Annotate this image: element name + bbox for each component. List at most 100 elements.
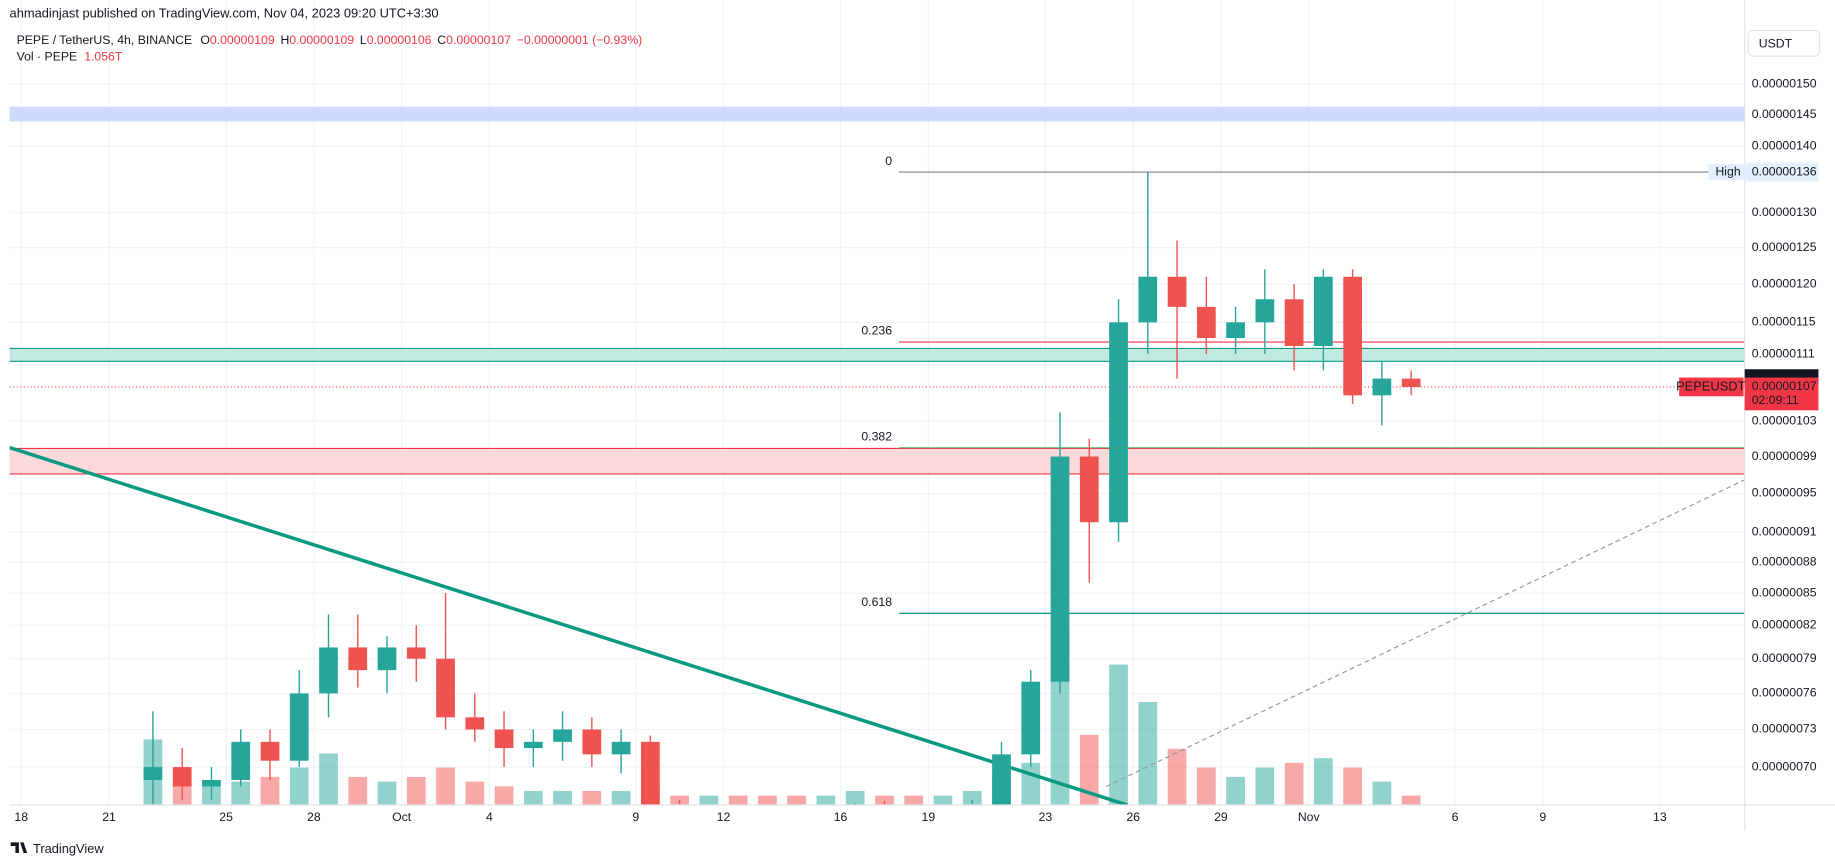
currency-label[interactable]: USDT <box>1759 37 1793 51</box>
x-tick-label: 9 <box>632 810 639 824</box>
volume-line: Vol · PEPE 1.056T <box>17 50 123 64</box>
candle-body <box>523 741 543 749</box>
volume-bar <box>1167 748 1187 805</box>
y-tick-label: 0.00000125 <box>1752 240 1817 254</box>
volume-bar <box>582 790 602 805</box>
volume-bar <box>904 795 924 805</box>
symbol: PEPE / TetherUS, 4h, BINANCE <box>17 33 193 47</box>
candle-body <box>465 717 485 730</box>
x-tick-label: Nov <box>1298 810 1321 824</box>
y-tick-label: 0.00000070 <box>1752 759 1817 773</box>
brand-name: TradingView <box>33 841 104 856</box>
volume-bar <box>1401 795 1421 805</box>
candle-body <box>289 693 309 761</box>
volume-bar <box>1138 702 1158 805</box>
volume-bar <box>436 767 455 805</box>
x-tick-label: 26 <box>1126 810 1140 824</box>
close-value: 0.00000107 <box>446 33 511 47</box>
volume-bar <box>1021 762 1041 805</box>
candle-body <box>260 741 280 761</box>
candle-body <box>1050 456 1070 682</box>
x-tick-label: 13 <box>1653 810 1667 824</box>
x-tick-label: 23 <box>1039 810 1053 824</box>
volume-bar <box>1284 762 1304 805</box>
y-tick-label: 0.00000111 <box>1752 346 1815 360</box>
volume-value: 1.056T <box>84 50 123 64</box>
candle-body <box>319 647 338 694</box>
candle-body <box>1343 276 1362 396</box>
x-tick-label: 18 <box>14 810 28 824</box>
zone <box>9 348 1745 362</box>
x-tick-label: 28 <box>307 810 321 824</box>
candle-body <box>1079 456 1099 523</box>
volume-bar <box>1313 758 1333 805</box>
y-tick-label: 0.00000150 <box>1752 77 1817 91</box>
volume-bar <box>465 781 485 805</box>
y-tick-label: 0.00000115 <box>1752 315 1816 329</box>
volume-bar <box>1196 767 1216 805</box>
candle-body <box>1109 322 1128 523</box>
candle-body <box>143 767 163 780</box>
volume-bar <box>933 795 953 805</box>
symbol-tag-label: PEPEUSDT <box>1676 378 1745 393</box>
y-tick-label: 0.00000091 <box>1752 524 1817 538</box>
candle-body <box>582 729 602 755</box>
volume-bar <box>1226 776 1245 805</box>
y-tick-label: 0.00000103 <box>1752 413 1817 427</box>
change-value: −0.00000001 (−0.93%) <box>517 33 642 47</box>
x-tick-label: 25 <box>219 810 233 824</box>
currency-button[interactable] <box>1747 29 1821 57</box>
high-value: 0.00000109 <box>289 33 354 47</box>
volume-label: Vol · PEPE <box>17 50 78 64</box>
high-label: H <box>280 33 289 47</box>
candle-body <box>231 741 251 780</box>
candle-body <box>1255 299 1275 323</box>
close-label: C <box>437 33 446 47</box>
high-price-label: 0.00000136 <box>1752 164 1817 178</box>
published-line: ahmadinjast published on TradingView.com… <box>10 5 439 20</box>
y-tick-label: 0.00000099 <box>1752 449 1817 463</box>
candle-body <box>553 729 572 742</box>
current-price-box <box>1744 377 1819 411</box>
volume-bar <box>494 786 514 805</box>
y-tick-label: 0.00000079 <box>1752 651 1817 665</box>
volume-bar <box>728 795 748 805</box>
volume-bar <box>962 790 982 805</box>
legend-line: PEPE / TetherUS, 4h, BINANCE O 0.00000109… <box>17 33 643 47</box>
candle-body <box>1313 276 1333 347</box>
candle-body <box>1226 322 1245 339</box>
fib-label: 0.236 <box>861 324 892 338</box>
volume-bar <box>699 795 719 805</box>
volume-bar <box>758 795 777 805</box>
current-price-label: 0.00000107 <box>1752 379 1817 393</box>
x-tick-label: 29 <box>1214 810 1228 824</box>
volume-bar <box>553 790 572 805</box>
volume-bar <box>1343 767 1362 805</box>
volume-bar <box>1109 664 1128 805</box>
volume-bar <box>289 767 309 805</box>
y-tick-label: 0.00000140 <box>1752 138 1817 152</box>
candle-body <box>992 754 1011 805</box>
brand-logo: TradingView <box>10 841 104 856</box>
x-tick-label: 4 <box>486 810 493 824</box>
y-tick-label: 0.00000120 <box>1752 276 1817 290</box>
y-tick-label: 0.00000082 <box>1752 618 1817 632</box>
volume-bar <box>1372 781 1392 805</box>
y-tick-label: 0.00000085 <box>1752 585 1817 599</box>
candle-body <box>1401 378 1421 387</box>
candle-body <box>611 741 631 755</box>
open-label: O <box>200 33 210 47</box>
candle-body <box>1021 681 1041 755</box>
y-tick-label: 0.00000145 <box>1752 107 1817 121</box>
volume-bar <box>377 781 397 805</box>
candle-body <box>1372 378 1392 396</box>
volume-bar <box>611 790 631 805</box>
volume-bar <box>406 776 426 805</box>
y-tick-label: 0.00000073 <box>1752 722 1817 736</box>
fib-label: 0.382 <box>861 429 892 443</box>
candle-body <box>1138 276 1158 323</box>
volume-bar <box>1255 767 1275 805</box>
candle-body <box>1167 276 1187 307</box>
x-tick-label: 19 <box>922 810 936 824</box>
